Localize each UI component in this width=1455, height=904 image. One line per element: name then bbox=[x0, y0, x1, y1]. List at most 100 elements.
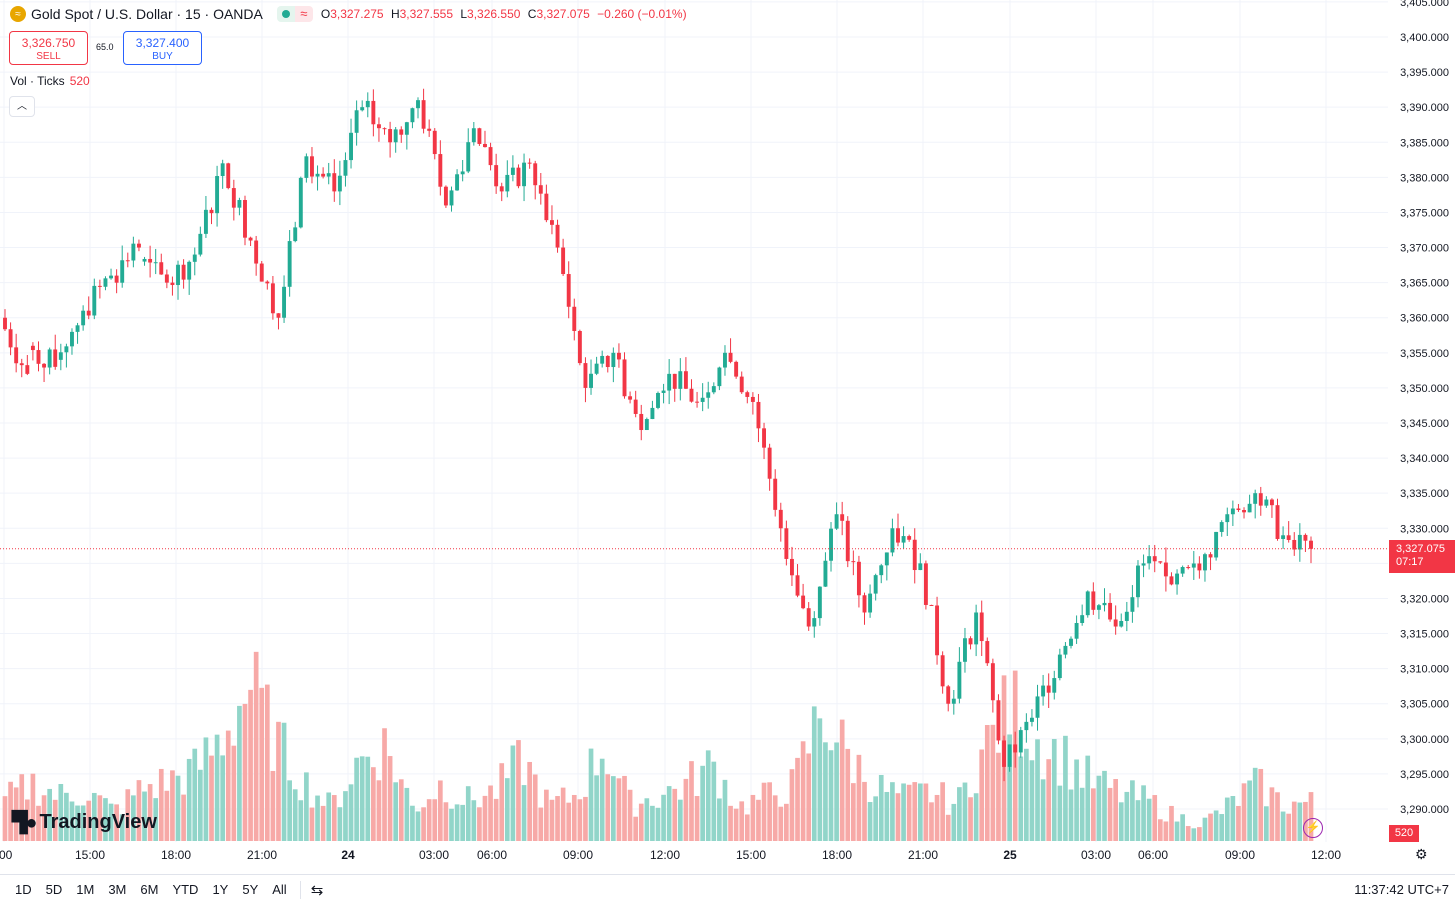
price-tick-label: 3,385.000 bbox=[1400, 137, 1449, 149]
candle-body bbox=[818, 587, 822, 618]
candle-body bbox=[1041, 686, 1045, 697]
candle-body bbox=[1242, 510, 1246, 512]
symbol-legend[interactable]: ≈ Gold Spot / U.S. Dollar · 15 · OANDA ≈… bbox=[10, 6, 691, 22]
candle-body bbox=[823, 561, 827, 587]
symbol-title[interactable]: Gold Spot / U.S. Dollar · 15 · OANDA bbox=[31, 6, 263, 22]
collapse-legend-button[interactable]: ︿ bbox=[9, 96, 35, 117]
range-3m[interactable]: 3M bbox=[101, 882, 133, 897]
chart-app: 3,290.000 3,295.000 3,300.000 3,305.000 3,31… bbox=[0, 0, 1455, 904]
range-ytd[interactable]: YTD bbox=[165, 882, 205, 897]
candle-body bbox=[14, 347, 18, 363]
candle-body bbox=[556, 225, 560, 248]
time-tick-label: 24 bbox=[341, 848, 355, 862]
timezone-clock[interactable]: 11:37:42 UTC+7 bbox=[1354, 882, 1449, 897]
volume-bar bbox=[259, 688, 264, 841]
volume-legend[interactable]: Vol · Ticks 520 bbox=[10, 74, 90, 88]
price-tick-label: 3,335.000 bbox=[1400, 488, 1449, 500]
sell-button[interactable]: 3,326.750 SELL bbox=[9, 31, 88, 65]
candle-body bbox=[879, 565, 883, 575]
candle-body bbox=[1019, 730, 1023, 752]
candle-body bbox=[148, 259, 152, 263]
volume-bar bbox=[310, 808, 315, 841]
time-tick-label: 06:00 bbox=[1138, 848, 1168, 862]
buy-button[interactable]: 3,327.400 BUY bbox=[123, 31, 202, 65]
volume-bar bbox=[862, 782, 867, 841]
range-1y[interactable]: 1Y bbox=[205, 882, 235, 897]
volume-bar bbox=[589, 749, 594, 841]
market-status[interactable]: ≈ bbox=[277, 6, 313, 22]
volume-bar bbox=[522, 785, 527, 841]
candle-body bbox=[237, 200, 241, 208]
settings-gear-icon[interactable]: ⚙ bbox=[1415, 846, 1428, 863]
candle-body bbox=[288, 241, 292, 287]
volume-bar bbox=[1253, 768, 1258, 841]
range-all[interactable]: All bbox=[265, 882, 293, 897]
volume-bar bbox=[717, 798, 722, 841]
open-key: O bbox=[321, 7, 330, 21]
volume-bar bbox=[951, 804, 956, 841]
candle-body bbox=[1086, 591, 1090, 615]
range-1d[interactable]: 1D bbox=[0, 882, 39, 897]
tradingview-logo[interactable]: ▜● TradingView bbox=[12, 810, 157, 835]
time-tick-label: 21:00 bbox=[247, 848, 277, 862]
volume-bar bbox=[1130, 780, 1135, 841]
volume-bar bbox=[231, 746, 236, 841]
volume-bar bbox=[226, 731, 231, 841]
candle-body bbox=[863, 595, 867, 612]
volume-bar bbox=[209, 756, 214, 841]
range-5y[interactable]: 5Y bbox=[235, 882, 265, 897]
change-value: −0.260 (−0.01%) bbox=[597, 7, 686, 21]
candle-body bbox=[1175, 574, 1179, 585]
volume-bar bbox=[282, 723, 287, 841]
close-value: 3,327.075 bbox=[536, 7, 589, 21]
volume-bar bbox=[1247, 780, 1252, 841]
candle-body bbox=[1091, 591, 1095, 609]
volume-bar bbox=[890, 782, 895, 841]
candle-body bbox=[1209, 554, 1213, 557]
candle-body bbox=[572, 307, 576, 331]
volume-bar bbox=[271, 771, 276, 841]
volume-bar bbox=[455, 804, 460, 841]
volume-bar bbox=[488, 786, 493, 841]
go-to-date-icon[interactable]: ⇆ bbox=[311, 881, 324, 899]
candle-body bbox=[957, 662, 961, 699]
low-value: 3,326.550 bbox=[467, 7, 520, 21]
range-5d[interactable]: 5D bbox=[39, 882, 70, 897]
candle-body bbox=[1298, 535, 1302, 550]
volume-bar bbox=[801, 741, 806, 841]
volume-bar bbox=[371, 767, 376, 841]
lightning-icon[interactable]: ⚡ bbox=[1303, 818, 1323, 838]
range-6m[interactable]: 6M bbox=[133, 882, 165, 897]
volume-bar bbox=[220, 755, 225, 841]
candle-body bbox=[81, 311, 85, 326]
range-1m[interactable]: 1M bbox=[69, 882, 101, 897]
price-tick-label: 3,290.000 bbox=[1400, 804, 1449, 816]
candle-body bbox=[299, 178, 303, 227]
candle-body bbox=[829, 529, 833, 561]
candle-body bbox=[489, 147, 493, 165]
candle-body bbox=[20, 363, 24, 365]
candle-body bbox=[1008, 744, 1012, 766]
volume-bar bbox=[901, 783, 906, 841]
candle-body bbox=[517, 168, 521, 187]
volume-bar bbox=[1024, 749, 1029, 841]
candle-body bbox=[1024, 722, 1028, 730]
candle-body bbox=[182, 265, 186, 280]
data-delay-icon: ≈ bbox=[295, 6, 313, 22]
volume-bar bbox=[533, 774, 538, 841]
candle-body bbox=[466, 142, 470, 171]
candle-body bbox=[399, 129, 403, 134]
candle-body bbox=[1225, 514, 1229, 522]
candle-body bbox=[628, 396, 632, 399]
volume-bar bbox=[1264, 806, 1269, 841]
volume-bar bbox=[857, 755, 862, 841]
chart-canvas[interactable]: 3,290.000 3,295.000 3,300.000 3,305.000 3,31… bbox=[0, 0, 1455, 874]
candle-body bbox=[1058, 655, 1062, 678]
volume-bar bbox=[739, 801, 744, 841]
volume-bar bbox=[170, 770, 175, 841]
volume-bar bbox=[566, 803, 571, 841]
volume-bar bbox=[176, 776, 181, 841]
volume-bar bbox=[555, 796, 560, 841]
volume-bar bbox=[1124, 792, 1129, 841]
candle-body bbox=[1259, 493, 1263, 505]
